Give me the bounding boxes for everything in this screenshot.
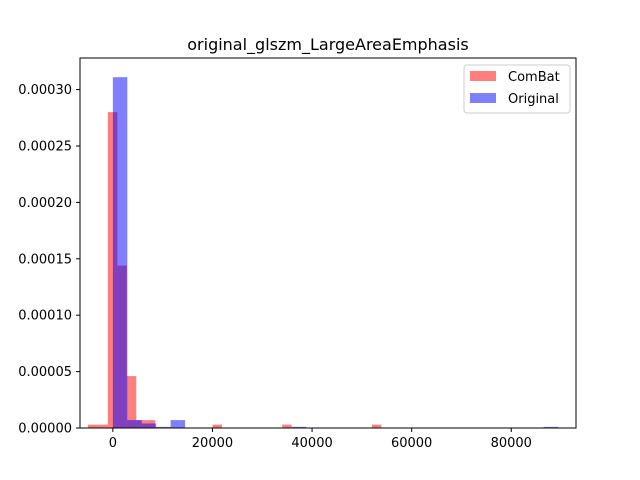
legend: ComBat Original xyxy=(463,64,571,114)
y-tick-label: 0.00030 xyxy=(18,83,72,98)
bars-layer xyxy=(87,77,559,429)
bar-original-5 xyxy=(291,426,307,428)
bar-original-1 xyxy=(127,420,142,428)
x-tick-label: 40000 xyxy=(291,436,332,451)
bar-original-0 xyxy=(112,77,128,429)
y-tick-label: 0.00005 xyxy=(18,365,72,380)
legend-label-original: Original xyxy=(508,92,559,107)
x-tick-label: 0 xyxy=(109,436,117,451)
legend-swatch-original xyxy=(470,93,496,103)
bar-combat-2 xyxy=(107,112,118,429)
bar-combat-8 xyxy=(282,424,292,428)
bar-combat-0 xyxy=(87,424,98,428)
plot-frame xyxy=(79,57,577,429)
bar-original-2 xyxy=(141,423,157,428)
bar-combat-7 xyxy=(212,424,222,428)
y-tick-label: 0.00010 xyxy=(18,309,72,324)
y-tick-label: 0.00020 xyxy=(18,196,72,211)
x-tick-label: 20000 xyxy=(192,436,233,451)
chart-title: original_glszm_LargeAreaEmphasis xyxy=(187,35,468,55)
x-axis: 0 20000 40000 60000 80000 xyxy=(109,428,532,451)
legend-label-combat: ComBat xyxy=(508,70,560,85)
y-tick-label: 0.00015 xyxy=(18,252,72,267)
bar-combat-4 xyxy=(126,376,137,428)
x-tick-label: 60000 xyxy=(391,436,432,451)
bar-original-6 xyxy=(543,426,559,428)
x-tick-label: 80000 xyxy=(491,436,532,451)
bar-combat-1 xyxy=(97,424,108,428)
y-axis: 0.00000 0.00005 0.00010 0.00015 0.00020 0.000… xyxy=(18,83,80,437)
bar-original-4 xyxy=(170,420,186,428)
legend-swatch-combat xyxy=(470,71,496,81)
y-tick-label: 0.00000 xyxy=(18,422,72,437)
y-tick-label: 0.00025 xyxy=(18,139,72,154)
bar-combat-9 xyxy=(371,424,382,428)
bar-original-3 xyxy=(156,426,171,428)
